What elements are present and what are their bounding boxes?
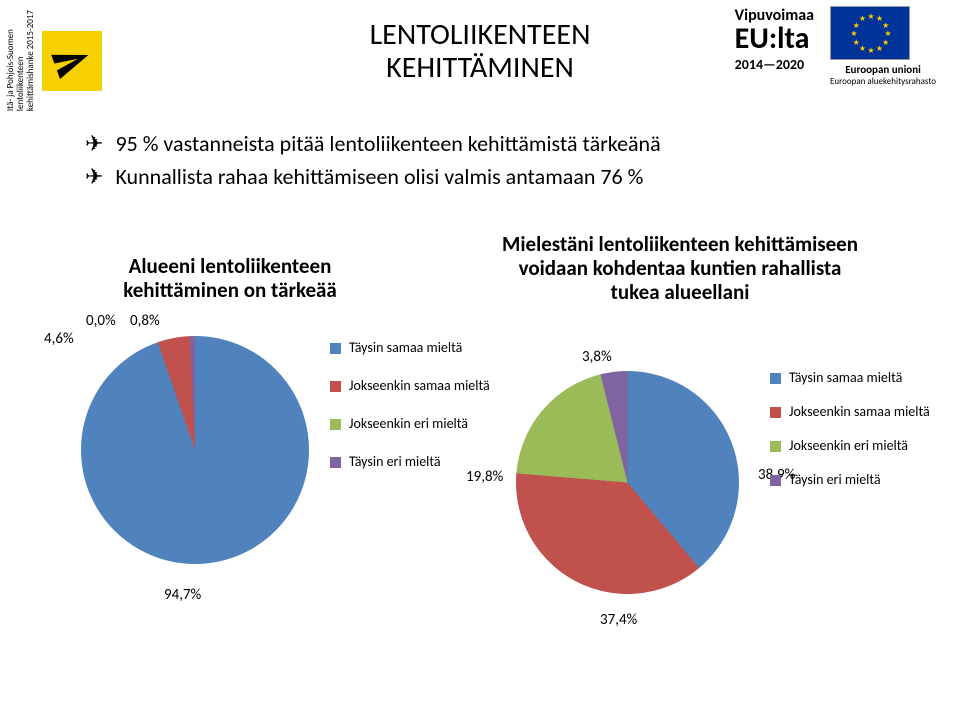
legend-swatch [770,373,781,384]
eu-flag-block: ★★★★★★★★★★★★ Euroopan unioni Euroopan al… [830,6,936,87]
legend-swatch [770,475,781,486]
legend-label: Jokseenkin eri mieltä [349,416,468,432]
legend-swatch [330,381,341,392]
legend-label: Jokseenkin samaa mieltä [349,378,490,394]
chart-left-label-2: 0,0% [86,312,116,330]
legend-label: Täysin eri mieltä [789,472,881,488]
chart-right-title: Mielestäni lentoliikenteen kehittämiseen… [500,232,860,304]
legend-swatch [330,419,341,430]
bullet-row: ✈ Kunnallista rahaa kehittämiseen olisi … [85,163,661,190]
header-left: Itä- ja Pohjois-Suomen lentoliikenteen k… [6,10,102,111]
chart-right-legend: Täysin samaa mieltä Jokseenkin samaa miel… [770,370,930,506]
chart-left-label-1: 4,6% [44,330,74,348]
eu-line2: EU:lta [735,25,814,54]
eu-text-block: Vipuvoimaa EU:lta 2014—2020 [735,6,814,73]
legend-item: Täysin eri mieltä [770,472,930,488]
legend-swatch [770,407,781,418]
eu-flag-label1: Euroopan unioni [830,63,936,76]
legend-item: Jokseenkin samaa mieltä [330,378,490,394]
legend-label: Täysin eri mieltä [349,454,441,470]
chart-right-label-3: 3,8% [582,348,612,366]
legend-label: Täysin samaa mieltä [789,370,902,386]
eu-flag: ★★★★★★★★★★★★ [830,6,910,60]
chart-left-title: Alueeni lentoliikenteen kehittäminen on … [80,254,380,302]
project-vertical-label: Itä- ja Pohjois-Suomen lentoliikenteen k… [6,10,36,111]
title-line2: KEHITTÄMINEN [386,49,574,86]
plane-logo [42,31,102,91]
page-title: LENTOLIIKENTEEN KEHITTÄMINEN [370,18,591,84]
legend-label: Täysin samaa mieltä [349,340,462,356]
title-line1: LENTOLIIKENTEEN [370,16,591,53]
legend-swatch [330,457,341,468]
bullet-row: ✈ 95 % vastanneista pitää lentoliikentee… [85,130,661,157]
legend-item: Jokseenkin samaa mieltä [770,404,930,420]
bullet-list: ✈ 95 % vastanneista pitää lentoliikentee… [85,130,661,196]
legend-item: Täysin samaa mieltä [330,340,490,356]
bullet-text: 95 % vastanneista pitää lentoliikenteen … [115,130,660,157]
chart-right-pie [515,370,740,595]
legend-item: Jokseenkin eri mieltä [330,416,490,432]
legend-item: Jokseenkin eri mieltä [770,438,930,454]
legend-label: Jokseenkin eri mieltä [789,438,908,454]
chart-left-label-3: 0,8% [130,312,160,330]
legend-swatch [770,441,781,452]
eu-flag-label2: Euroopan aluekehitysrahasto [830,76,936,87]
header-right: Vipuvoimaa EU:lta 2014—2020 ★★★★★★★★★★★★… [735,6,936,87]
chart-left-pie [80,335,310,565]
chart-right-label-2: 19,8% [466,468,503,486]
bullet-icon: ✈ [85,130,103,157]
legend-swatch [330,343,341,354]
legend-label: Jokseenkin samaa mieltä [789,404,930,420]
chart-right-label-1: 37,4% [600,611,637,629]
chart-left-label-0: 94,7% [164,586,201,604]
bullet-icon: ✈ [85,163,103,190]
bullet-text: Kunnallista rahaa kehittämiseen olisi va… [115,163,643,190]
eu-line3: 2014—2020 [735,56,814,73]
legend-item: Täysin samaa mieltä [770,370,930,386]
plane-icon [50,39,94,83]
